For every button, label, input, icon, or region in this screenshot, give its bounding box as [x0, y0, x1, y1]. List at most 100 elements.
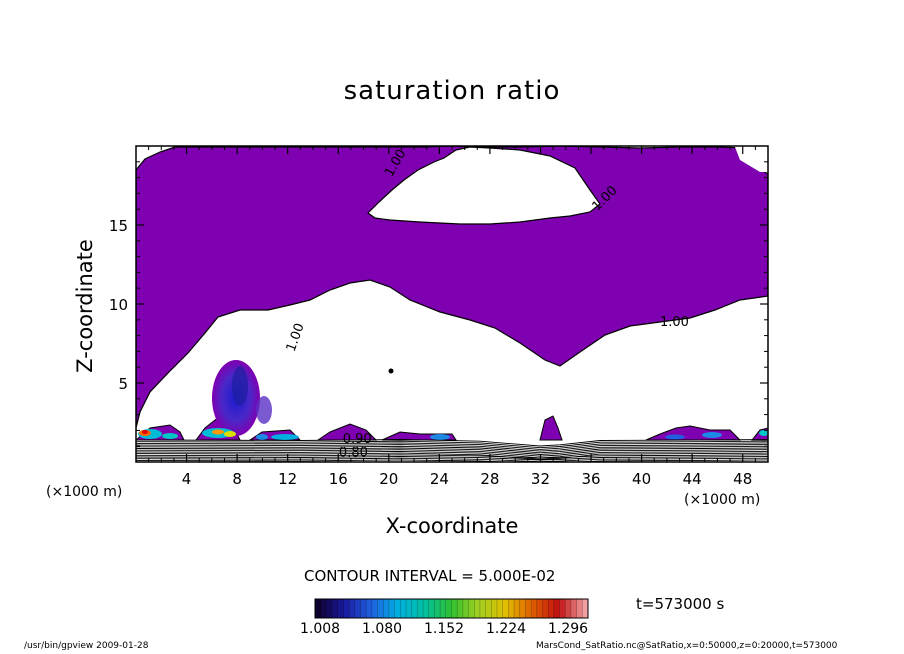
colorbar-swatch	[462, 599, 469, 618]
x-tick-label: 8	[232, 470, 242, 488]
colorbar-swatch	[406, 599, 412, 618]
colorbar-swatch	[502, 599, 509, 618]
plume-side	[256, 396, 272, 424]
colorbar-swatch	[491, 599, 498, 618]
colorbar-swatch	[315, 599, 321, 618]
contour-interval-label: CONTOUR INTERVAL = 5.000E-02	[304, 567, 556, 585]
colorbar-swatch	[519, 599, 526, 618]
colorbar-swatch	[497, 599, 503, 618]
saturation-cell	[212, 429, 224, 435]
colorbar-swatch	[332, 599, 339, 618]
surface-contour-line	[136, 444, 768, 452]
subsaturated-gap	[367, 146, 601, 225]
colorbar-swatch	[371, 599, 378, 618]
colorbar-swatch	[354, 599, 361, 618]
colorbar-swatch	[531, 599, 538, 618]
saturation-cell	[271, 434, 299, 440]
colorbar-swatch	[525, 599, 532, 618]
colorbar-swatch	[451, 599, 458, 618]
colorbar-tick-label: 1.296	[548, 621, 589, 637]
x-tick-label: 36	[581, 470, 600, 488]
x-tick-label: 12	[278, 470, 297, 488]
colorbar-swatch	[553, 599, 560, 618]
colorbar-swatch	[337, 599, 344, 618]
colorbar-swatch	[468, 599, 475, 618]
colorbar-swatch	[366, 599, 373, 618]
contour-label: 0.90	[343, 432, 372, 447]
colorbar-swatch	[377, 599, 384, 618]
supersaturated-patch	[539, 415, 563, 441]
x-tick-label: 24	[430, 470, 449, 488]
colorbar-swatch	[570, 599, 577, 618]
supersaturated-patch	[645, 425, 742, 441]
surface-contour-line	[136, 442, 768, 450]
colorbar-swatch	[474, 599, 481, 618]
plume-core	[232, 366, 248, 406]
saturation-cell	[256, 434, 268, 440]
time-label: t=573000 s	[636, 595, 725, 613]
x-axis-label: X-coordinate	[385, 514, 519, 538]
chart-title: saturation ratio	[343, 76, 561, 106]
x-tick-label: 40	[632, 470, 651, 488]
colorbar-swatch	[320, 599, 327, 618]
x-tick-label: 48	[733, 470, 752, 488]
colorbar-swatch	[445, 599, 452, 618]
colorbar-tick-label: 1.008	[300, 621, 341, 637]
colorbar-swatch	[565, 599, 572, 618]
colorbar-swatch	[394, 599, 401, 618]
y-tick-label: 5	[118, 375, 128, 393]
footer-program-info: /usr/bin/gpview 2009-01-28	[24, 641, 149, 651]
colorbar-swatch	[582, 599, 589, 618]
colorbar-swatch	[542, 599, 549, 618]
x-tick-label: 44	[683, 470, 702, 488]
contour-fields	[136, 146, 768, 462]
colorbar-swatch	[576, 599, 583, 618]
colorbar-swatch	[417, 599, 424, 618]
saturation-cell	[224, 431, 236, 437]
colorbar-swatch	[400, 599, 407, 618]
colorbar-swatch	[360, 599, 367, 618]
x-axis-unit-right: (×1000 m)	[684, 492, 761, 508]
colorbar-swatch	[423, 599, 430, 618]
colorbar-swatch	[479, 599, 486, 618]
y-tick-label: 10	[109, 296, 128, 314]
colorbar-swatch	[440, 599, 447, 618]
x-tick-label: 32	[531, 470, 550, 488]
surface-contour-line	[136, 440, 768, 449]
x-tick-label: 28	[480, 470, 499, 488]
colorbar-swatch	[349, 599, 356, 618]
colorbar-swatch	[434, 599, 441, 618]
colorbar-swatch	[388, 599, 395, 618]
colorbar-swatch	[383, 599, 390, 618]
footer-dataset-info: MarsCond_SatRatio.nc@SatRatio,x=0:50000,…	[536, 641, 838, 651]
surface-contour-line	[136, 439, 768, 447]
saturation-cell	[665, 434, 685, 440]
colorbar-swatch	[411, 599, 418, 618]
y-tick-label: 15	[109, 217, 128, 235]
saturation-cell	[162, 433, 178, 439]
saturation-cell	[142, 430, 148, 434]
y-axis-label: Z-coordinate	[73, 239, 97, 373]
saturation-cell	[430, 434, 450, 440]
colorbar-swatch	[457, 599, 464, 618]
surface-contour-line	[136, 454, 768, 459]
contour-label: 0.80	[339, 445, 368, 460]
colorbar-swatch	[514, 599, 521, 618]
colorbar-tick-label: 1.152	[424, 621, 465, 637]
x-tick-label: 4	[182, 470, 192, 488]
colorbar-swatch	[559, 599, 566, 618]
colorbar-swatch	[548, 599, 555, 618]
surface-contour-line	[136, 445, 768, 454]
x-tick-label: 16	[329, 470, 348, 488]
colorbar-tick-label: 1.224	[486, 621, 527, 637]
colorbar-swatch	[508, 599, 515, 618]
colorbar-swatch	[485, 599, 492, 618]
saturation-cell	[759, 430, 768, 436]
x-axis-unit-left: (×1000 m)	[46, 484, 123, 500]
contour-dot	[388, 368, 394, 374]
colorbar-tick-label: 1.080	[362, 621, 403, 637]
x-tick-label: 20	[379, 470, 398, 488]
colorbar-swatch	[343, 599, 350, 618]
colorbar-swatch	[326, 599, 333, 618]
